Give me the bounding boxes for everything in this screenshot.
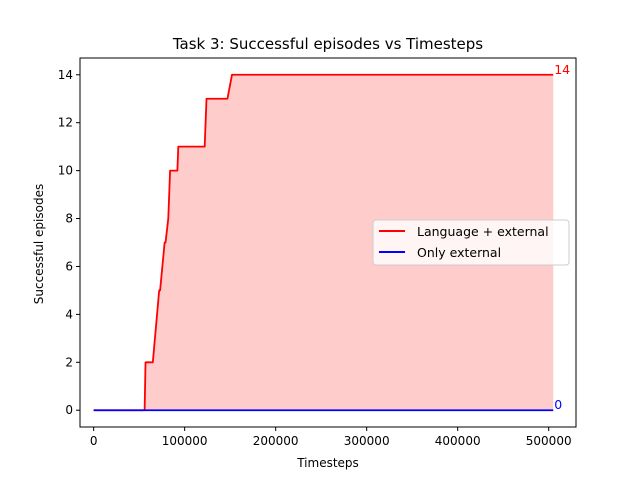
y-tick-label: 14 bbox=[58, 68, 73, 82]
axes-frame bbox=[79, 57, 577, 428]
y-tick-label: 0 bbox=[65, 403, 73, 417]
y-tick-label: 6 bbox=[65, 259, 73, 273]
series-fill-language-external bbox=[93, 74, 554, 411]
x-axis-label: Timesteps bbox=[296, 456, 359, 470]
y-tick-label: 8 bbox=[65, 212, 73, 226]
x-tick-label: 400000 bbox=[435, 434, 481, 448]
series-line-language-external bbox=[93, 73, 554, 412]
legend-box bbox=[372, 219, 570, 266]
x-tick-label: 200000 bbox=[253, 434, 299, 448]
end-label-only-external: 0 bbox=[554, 397, 562, 412]
y-tick-label: 12 bbox=[58, 116, 73, 130]
chart-title: Task 3: Successful episodes vs Timesteps bbox=[172, 35, 483, 53]
legend-label-only-external: Only external bbox=[417, 245, 501, 260]
x-tick-label: 100000 bbox=[162, 434, 208, 448]
x-tick-label: 0 bbox=[90, 434, 98, 448]
y-tick-label: 10 bbox=[58, 164, 73, 178]
end-label-language-external: 14 bbox=[554, 62, 570, 77]
legend: Language + external Only external bbox=[372, 219, 570, 266]
legend-label-language-external: Language + external bbox=[417, 224, 549, 239]
x-tick-label: 500000 bbox=[526, 434, 572, 448]
y-tick-label: 4 bbox=[65, 307, 73, 321]
y-axis-label: Successful episodes bbox=[32, 184, 46, 304]
plot-area: 14 0 0 100000 200000 300000 400000 500000 0 2 4 6 8 1… bbox=[58, 57, 577, 448]
x-tick-label: 300000 bbox=[344, 434, 390, 448]
y-tick-label: 2 bbox=[65, 355, 73, 369]
